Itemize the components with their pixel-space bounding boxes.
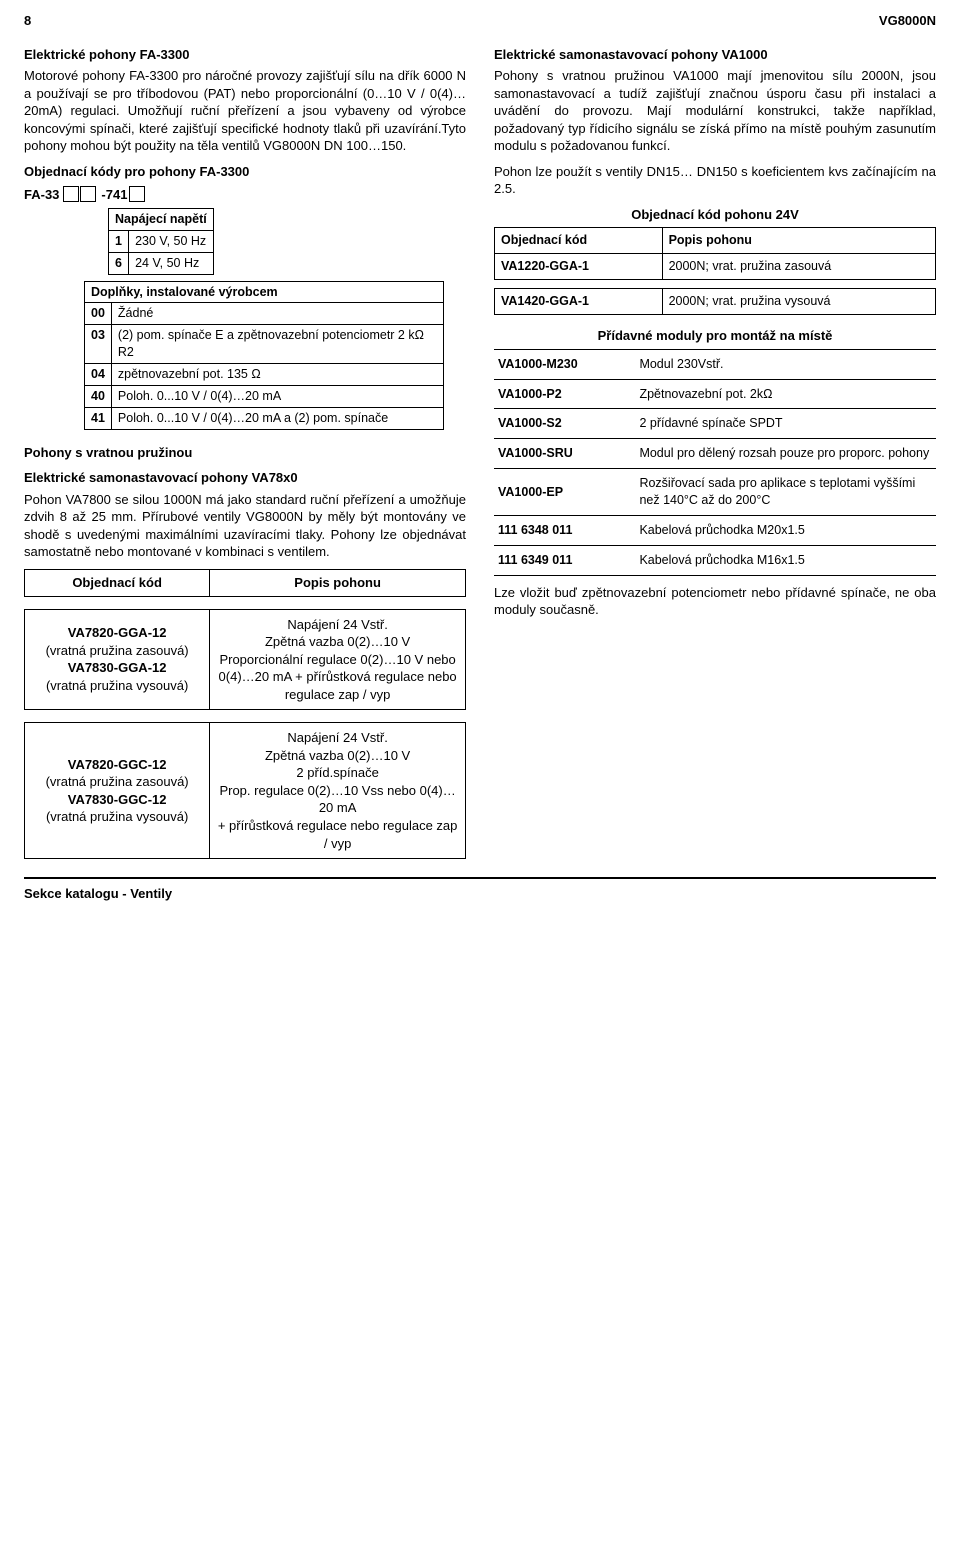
right-h1: Elektrické samonastavovací pohony VA1000	[494, 46, 936, 64]
left-h2: Objednací kódy pro pohony FA-3300	[24, 163, 466, 181]
left-h4: Elektrické samonastavovací pohony VA78x0	[24, 469, 466, 487]
left-column: Elektrické pohony FA-3300 Motorové pohon…	[24, 38, 466, 860]
options-table: Doplňky, instalované výrobcem 00Žádné 03…	[84, 281, 444, 430]
footer: Sekce katalogu - Ventily	[24, 877, 936, 903]
obj-row-2-desc: Napájení 24 Vstř. Zpětná vazba 0(2)…10 V…	[210, 723, 466, 859]
left-p2: Pohon VA7800 se silou 1000N má jako stan…	[24, 491, 466, 561]
obj-row-1-desc: Napájení 24 Vstř. Zpětná vazba 0(2)…10 V…	[210, 609, 466, 710]
doc-code: VG8000N	[879, 12, 936, 30]
tree-suffix: -741	[97, 186, 127, 204]
left-h1: Elektrické pohony FA-3300	[24, 46, 466, 64]
page-header: 8 VG8000N	[24, 12, 936, 30]
obj-row-2-codes: VA7820-GGC-12 (vratná pružina zasouvá) V…	[25, 723, 210, 859]
va78-table: Objednací kód Popis pohonu VA7820-GGA-12…	[24, 569, 466, 859]
voltage-table: Napájecí napětí 1230 V, 50 Hz 624 V, 50 …	[108, 208, 214, 275]
main-columns: Elektrické pohony FA-3300 Motorové pohon…	[24, 38, 936, 860]
right-p2: Pohon lze použít s ventily DN15… DN150 s…	[494, 163, 936, 198]
va1000-order-table: Objednací kód Popis pohonu VA1220-GGA-12…	[494, 227, 936, 315]
page-number: 8	[24, 12, 31, 30]
obj-row-1-codes: VA7820-GGA-12 (vratná pružina zasouvá) V…	[25, 609, 210, 710]
right-p1: Pohony s vratnou pružinou VA1000 mají jm…	[494, 67, 936, 155]
right-sub2: Přídavné moduly pro montáž na místě	[494, 327, 936, 345]
tree-boxes-1	[63, 186, 97, 204]
left-p1: Motorové pohony FA-3300 pro náročné prov…	[24, 67, 466, 155]
obj-th1: Objednací kód	[25, 569, 210, 596]
tree-boxes-2	[129, 186, 146, 204]
tree-prefix: FA-33	[24, 186, 63, 204]
obj-th2: Popis pohonu	[210, 569, 466, 596]
left-h3: Pohony s vratnou pružinou	[24, 444, 466, 462]
module-table: VA1000-M230Modul 230Vstř. VA1000-P2Zpětn…	[494, 349, 936, 576]
voltage-header: Napájecí napětí	[109, 208, 214, 230]
right-p3: Lze vložit buď zpětnovazební potenciomet…	[494, 584, 936, 619]
right-column: Elektrické samonastavovací pohony VA1000…	[494, 38, 936, 860]
right-sub1: Objednací kód pohonu 24V	[494, 206, 936, 224]
order-code-tree: FA-33 -741 Napájecí napětí 1230 V, 50 Hz…	[24, 186, 466, 429]
footer-text: Sekce katalogu - Ventily	[24, 886, 172, 901]
options-header: Doplňky, instalované výrobcem	[85, 281, 444, 303]
